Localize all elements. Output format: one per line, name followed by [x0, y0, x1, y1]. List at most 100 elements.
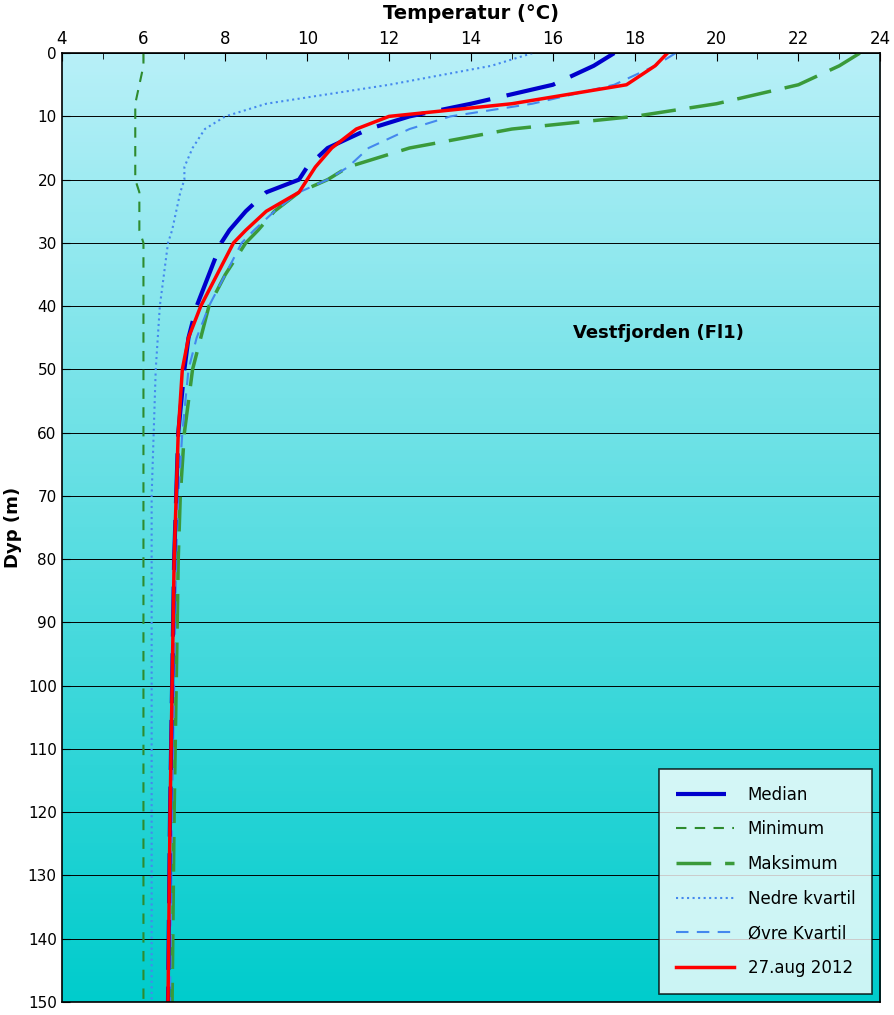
Maksimum — [342, 161, 353, 174]
Minimum — [138, 490, 148, 502]
Nedre kvartil — [171, 205, 181, 217]
Minimum — [138, 236, 148, 249]
Maksimum — [187, 363, 198, 376]
Maksimum — [628, 111, 639, 123]
Minimum — [134, 186, 145, 198]
Minimum — [138, 47, 148, 59]
Minimum — [138, 553, 148, 565]
Øvre Kvartil — [444, 111, 455, 123]
Median — [179, 363, 190, 376]
Øvre Kvartil — [322, 174, 333, 186]
Øvre Kvartil — [173, 490, 183, 502]
Line: Øvre Kvartil: Øvre Kvartil — [170, 53, 675, 1002]
Median — [547, 79, 558, 91]
Nedre kvartil — [146, 996, 156, 1008]
Maksimum — [322, 174, 333, 186]
Maksimum — [195, 332, 206, 344]
Median — [183, 332, 194, 344]
Nedre kvartil — [166, 224, 177, 236]
Øvre Kvartil — [191, 332, 202, 344]
Maksimum — [833, 60, 844, 72]
27.aug 2012 — [260, 205, 271, 217]
Maksimum — [792, 79, 803, 91]
27.aug 2012 — [173, 426, 183, 438]
Median — [240, 205, 251, 217]
27.aug 2012 — [212, 268, 223, 280]
Nedre kvartil — [150, 363, 161, 376]
Minimum — [138, 300, 148, 313]
Median — [404, 111, 415, 123]
Maksimum — [854, 47, 864, 59]
Nedre kvartil — [260, 97, 271, 110]
27.aug 2012 — [326, 142, 337, 154]
Nedre kvartil — [146, 490, 156, 502]
Minimum — [138, 60, 148, 72]
Median — [322, 142, 333, 154]
Øvre Kvartil — [249, 224, 259, 236]
Median — [465, 97, 476, 110]
Maksimum — [711, 97, 721, 110]
Øvre Kvartil — [171, 553, 181, 565]
27.aug 2012 — [171, 490, 181, 502]
27.aug 2012 — [169, 553, 180, 565]
Median — [169, 553, 180, 565]
Maksimum — [173, 553, 183, 565]
27.aug 2012 — [384, 111, 394, 123]
27.aug 2012 — [166, 679, 177, 691]
Øvre Kvartil — [177, 426, 188, 438]
Minimum — [130, 111, 140, 123]
Minimum — [138, 363, 148, 376]
Line: Maksimum: Maksimum — [172, 53, 859, 1002]
Median — [163, 996, 173, 1008]
Øvre Kvartil — [236, 236, 247, 249]
Nedre kvartil — [146, 553, 156, 565]
Øvre Kvartil — [363, 142, 374, 154]
Line: 27.aug 2012: 27.aug 2012 — [168, 53, 667, 1002]
X-axis label: Temperatur (°C): Temperatur (°C) — [383, 4, 558, 23]
Nedre kvartil — [146, 806, 156, 818]
Øvre Kvartil — [166, 806, 177, 818]
Maksimum — [269, 205, 280, 217]
Line: Median: Median — [168, 53, 613, 1002]
Minimum — [130, 142, 140, 154]
Minimum — [134, 205, 145, 217]
27.aug 2012 — [506, 97, 517, 110]
Median — [191, 300, 202, 313]
Maksimum — [179, 426, 190, 438]
Nedre kvartil — [485, 60, 496, 72]
Minimum — [130, 97, 140, 110]
Nedre kvartil — [220, 111, 231, 123]
Nedre kvartil — [187, 142, 198, 154]
Nedre kvartil — [179, 174, 190, 186]
Maksimum — [506, 123, 517, 135]
Øvre Kvartil — [203, 300, 214, 313]
27.aug 2012 — [177, 363, 188, 376]
Maksimum — [220, 268, 231, 280]
Øvre Kvartil — [183, 363, 194, 376]
Øvre Kvartil — [169, 679, 180, 691]
Minimum — [138, 679, 148, 691]
27.aug 2012 — [164, 806, 175, 818]
Median — [293, 174, 304, 186]
Median — [171, 490, 181, 502]
27.aug 2012 — [163, 996, 173, 1008]
Median — [260, 186, 271, 198]
Øvre Kvartil — [670, 47, 680, 59]
Øvre Kvartil — [342, 161, 353, 174]
27.aug 2012 — [350, 123, 361, 135]
Øvre Kvartil — [404, 123, 415, 135]
Øvre Kvartil — [608, 79, 619, 91]
Nedre kvartil — [384, 79, 394, 91]
Median — [587, 60, 598, 72]
27.aug 2012 — [309, 161, 320, 174]
Median — [166, 679, 177, 691]
Legend: Median, Minimum, Maksimum, Nedre kvartil, Øvre Kvartil, 27.aug 2012: Median, Minimum, Maksimum, Nedre kvartil… — [659, 768, 871, 994]
Line: Nedre kvartil: Nedre kvartil — [151, 53, 532, 1002]
Nedre kvartil — [155, 300, 165, 313]
27.aug 2012 — [662, 47, 672, 59]
27.aug 2012 — [240, 224, 251, 236]
Median — [363, 123, 374, 135]
Line: Minimum: Minimum — [135, 53, 143, 1002]
27.aug 2012 — [293, 186, 304, 198]
Nedre kvartil — [174, 186, 185, 198]
